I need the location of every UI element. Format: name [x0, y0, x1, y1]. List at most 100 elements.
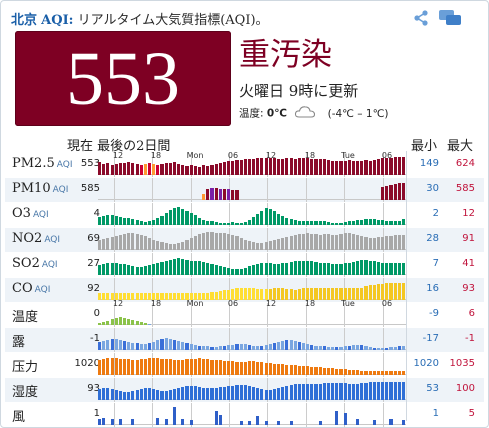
spark-bar: [256, 214, 260, 225]
spark-bar: [231, 386, 235, 400]
spark-bar: [172, 340, 177, 350]
spark-bar: [385, 283, 389, 300]
time-label: 12: [265, 299, 277, 308]
spark-bar: [389, 158, 393, 175]
spark-bar: [285, 218, 289, 225]
spark-bar: [364, 219, 368, 225]
row-7[interactable]: 露 -1 -17 -1: [5, 328, 484, 352]
time-label: Mon: [186, 299, 204, 308]
spark-bar: [98, 162, 102, 175]
spark-bar: [214, 188, 218, 200]
chat-icon[interactable]: [438, 9, 462, 27]
row-5[interactable]: CO AQI 92 16 93: [5, 278, 484, 302]
spark-bar: [272, 264, 276, 275]
spark-bar: [123, 234, 127, 250]
time-label: Mon: [186, 151, 204, 160]
spark-bar: [326, 222, 331, 225]
column-divider: [406, 151, 407, 421]
spark-bar: [143, 164, 147, 175]
spark-bar: [239, 269, 243, 275]
spark-bar: [231, 269, 235, 275]
spark-bar: [285, 365, 289, 375]
row-4[interactable]: SO2 AQI 27 7 41: [5, 253, 484, 277]
spark-bar: [185, 386, 189, 400]
row-2[interactable]: O3 AQI 4 2 12: [5, 203, 484, 227]
spark-bar: [222, 233, 227, 250]
current-value: 553: [80, 158, 100, 169]
spark-bar: [277, 159, 281, 175]
spark-bar: [214, 360, 218, 375]
spark-bar: [147, 324, 152, 325]
spark-bar: [160, 216, 164, 225]
spark-bar: [181, 259, 185, 275]
spark-bar: [239, 344, 243, 350]
max-value: -1: [465, 333, 475, 344]
row-3[interactable]: NO2 AQI 69 28 91: [5, 228, 484, 252]
spark-bar: [322, 346, 326, 350]
spark-bar: [277, 364, 281, 375]
spark-bar: [206, 189, 210, 200]
spark-bar: [364, 371, 368, 375]
spark-bar: [160, 391, 164, 400]
spark-bar: [331, 223, 335, 225]
spark-bar: [222, 387, 227, 400]
spark-bar: [331, 264, 335, 275]
spark-bar: [210, 165, 214, 175]
spark-bar: [152, 358, 156, 375]
city-name[interactable]: 北京: [11, 13, 38, 28]
min-value: 2: [432, 208, 439, 219]
spark-bar: [160, 339, 164, 350]
spark-bar: [389, 263, 393, 275]
row-8[interactable]: 压力 1020 1020 1035: [5, 353, 484, 377]
spark-bar: [264, 289, 268, 300]
spark-bar: [110, 339, 114, 350]
spark-bar: [193, 293, 197, 300]
spark-bar: [360, 161, 364, 175]
spark-bar: [222, 189, 227, 200]
spark-bar: [368, 285, 372, 300]
share-icon[interactable]: [412, 9, 430, 27]
spark-bar: [102, 341, 106, 350]
spark-bar: [235, 236, 239, 250]
spark-bar: [202, 220, 206, 225]
spark-bar: [147, 221, 152, 225]
current-value: 0: [93, 308, 100, 319]
row-10[interactable]: 風 1 1 5: [5, 403, 484, 427]
spark-bar: [281, 216, 285, 225]
row-0[interactable]: PM2.5 AQI 553 149 624: [5, 153, 484, 177]
spark-bar: [301, 261, 306, 275]
max-value: 41: [462, 258, 475, 269]
spark-bar: [168, 359, 172, 375]
row-6[interactable]: 温度 0 -9 6: [5, 303, 484, 327]
row-label: O3 AQI: [12, 206, 49, 221]
spark-bar: [181, 209, 185, 225]
spark-bar: [181, 342, 185, 350]
spark-bar: [326, 383, 331, 400]
spark-bar: [152, 220, 156, 225]
spark-bar: [401, 346, 405, 350]
spark-bar: [181, 360, 185, 375]
spark-bar: [152, 293, 156, 300]
spark-bar: [310, 384, 314, 400]
spark-bar: [381, 187, 385, 200]
spark-bar: [397, 235, 401, 250]
spark-bar: [322, 221, 326, 225]
spark-bar: [281, 288, 285, 300]
spark-bar: [231, 235, 235, 250]
spark-bar: [393, 263, 397, 275]
spark-bar: [393, 157, 397, 175]
spark-bar: [368, 371, 372, 375]
spark-bar: [277, 388, 281, 400]
spark-bar: [297, 366, 301, 375]
row-9[interactable]: 湿度 93 53 100: [5, 378, 484, 402]
spark-bar: [131, 320, 135, 325]
spark-bar: [385, 236, 389, 250]
spark-bar: [335, 411, 339, 425]
spark-bar: [247, 241, 251, 250]
spark-bar: [351, 161, 356, 175]
spark-bar: [322, 263, 326, 275]
spark-bar: [214, 164, 218, 175]
spark-bar: [210, 360, 214, 375]
spark-bar: [160, 293, 164, 300]
row-1[interactable]: PM10 AQI 585 30 585: [5, 178, 484, 202]
